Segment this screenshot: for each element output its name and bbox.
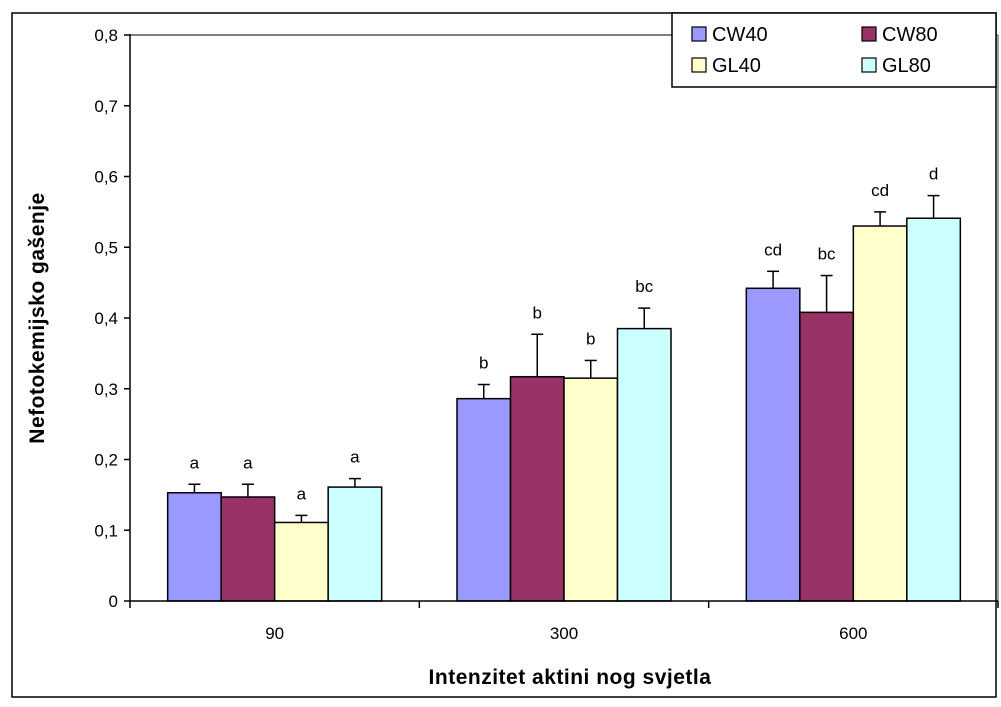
x-axis-title: Intenzitet aktini nog svjetla [429, 666, 712, 689]
legend-box [671, 12, 997, 88]
bar-cw80-90 [220, 496, 276, 602]
significance-label-gl80-90: a [350, 448, 360, 467]
legend-swatch-cw80 [861, 26, 877, 42]
y-tick-label: 0 [109, 592, 118, 611]
significance-label-cw40-600: cd [764, 240, 782, 259]
y-axis-title: Nefotokemijsko gašenje [26, 192, 49, 443]
bar-gl80-90 [327, 486, 383, 602]
significance-label-cw40-300: b [479, 354, 488, 373]
bar-cw80-300 [509, 375, 565, 602]
bar-cw40-600 [745, 287, 801, 602]
legend-label-cw80: CW80 [882, 24, 938, 46]
legend-swatch-gl80 [861, 57, 877, 73]
significance-label-gl40-600: cd [871, 181, 889, 200]
y-tick-label: 0,7 [94, 97, 118, 116]
significance-label-gl40-90: a [297, 484, 307, 503]
bar-gl40-90 [273, 521, 329, 602]
significance-label-gl40-300: b [586, 329, 595, 348]
y-tick-label: 0,8 [94, 26, 118, 45]
significance-label-cw80-300: b [533, 303, 542, 322]
legend-swatch-gl40 [691, 57, 707, 73]
legend-swatch-cw40 [691, 26, 707, 42]
significance-label-cw40-90: a [190, 453, 200, 472]
legend-label-gl80: GL80 [882, 55, 931, 77]
y-tick-label: 0,6 [94, 168, 118, 187]
significance-label-cw80-90: a [243, 453, 253, 472]
legend: CW40 CW80 GL40 GL80 [671, 12, 997, 88]
x-tick-label-600: 600 [839, 624, 867, 643]
x-tick-label-90: 90 [265, 624, 284, 643]
significance-label-gl80-600: d [929, 165, 938, 184]
bar-cw40-90 [166, 492, 222, 602]
legend-label-cw40: CW40 [712, 24, 768, 46]
bar-gl40-300 [563, 377, 619, 602]
y-tick-label: 0,5 [94, 238, 118, 257]
significance-label-gl80-300: bc [635, 277, 653, 296]
significance-label-cw80-600: bc [818, 245, 836, 264]
bar-gl80-600 [906, 217, 962, 602]
bar-cw40-300 [456, 397, 512, 602]
bar-gl80-300 [616, 327, 672, 602]
legend-label-gl40: GL40 [712, 55, 761, 77]
y-tick-label: 0,3 [94, 380, 118, 399]
bar-cw80-600 [799, 311, 855, 602]
bar-gl40-600 [852, 225, 908, 602]
y-tick-label: 0,1 [94, 521, 118, 540]
x-tick-label-300: 300 [550, 624, 578, 643]
y-tick-label: 0,4 [94, 309, 118, 328]
y-tick-label: 0,2 [94, 451, 118, 470]
